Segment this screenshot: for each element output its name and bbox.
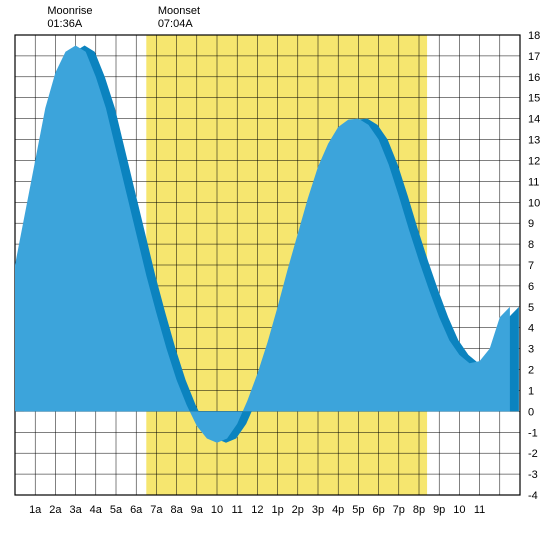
svg-text:1a: 1a	[29, 504, 42, 516]
svg-text:5a: 5a	[110, 504, 123, 516]
svg-text:0: 0	[528, 406, 534, 418]
moonset-label: Moonset	[158, 5, 200, 17]
svg-text:9a: 9a	[191, 504, 204, 516]
svg-text:12: 12	[528, 155, 540, 167]
svg-text:3a: 3a	[69, 504, 82, 516]
svg-text:5p: 5p	[352, 504, 364, 516]
svg-text:3p: 3p	[312, 504, 324, 516]
svg-text:2p: 2p	[292, 504, 304, 516]
chart-svg: 1817161514131211109876543210-1-2-3-41a2a…	[0, 0, 550, 550]
svg-text:6: 6	[528, 281, 534, 293]
svg-text:6p: 6p	[372, 504, 384, 516]
svg-text:8a: 8a	[170, 504, 183, 516]
svg-text:9p: 9p	[433, 504, 445, 516]
svg-text:18: 18	[528, 30, 540, 42]
svg-text:5: 5	[528, 302, 534, 314]
svg-text:7a: 7a	[150, 504, 163, 516]
moonrise-label: Moonrise	[47, 5, 92, 17]
svg-text:10: 10	[453, 504, 465, 516]
svg-text:7: 7	[528, 260, 534, 272]
svg-text:-4: -4	[528, 490, 538, 502]
svg-text:6a: 6a	[130, 504, 143, 516]
x-axis-ticks: 1a 2a 3a 4a 5a 6a 7a 8a 9a 10 11 12 1p 2p 3p 4p 5p 6p 7p 8p…	[29, 504, 485, 516]
svg-text:8: 8	[528, 239, 534, 251]
svg-text:-3: -3	[528, 469, 538, 481]
svg-text:13: 13	[528, 135, 540, 147]
svg-text:2a: 2a	[49, 504, 62, 516]
svg-text:10: 10	[211, 504, 223, 516]
svg-text:17: 17	[528, 51, 540, 63]
svg-text:4a: 4a	[90, 504, 103, 516]
tide-chart: 1817161514131211109876543210-1-2-3-41a2a…	[0, 0, 550, 550]
svg-text:7p: 7p	[393, 504, 405, 516]
svg-text:8p: 8p	[413, 504, 425, 516]
svg-text:4p: 4p	[332, 504, 344, 516]
svg-text:-1: -1	[528, 427, 538, 439]
svg-text:-2: -2	[528, 448, 538, 460]
svg-text:11: 11	[474, 504, 485, 516]
svg-text:16: 16	[528, 72, 540, 84]
moonrise-time: 01:36A	[47, 18, 83, 30]
svg-text:3: 3	[528, 344, 534, 356]
svg-text:12: 12	[251, 504, 263, 516]
svg-text:15: 15	[528, 93, 540, 105]
svg-text:4: 4	[528, 323, 534, 335]
svg-text:11: 11	[231, 504, 242, 516]
svg-text:10: 10	[528, 197, 540, 209]
svg-text:11: 11	[528, 176, 539, 188]
moonset-time: 07:04A	[158, 18, 194, 30]
svg-text:1p: 1p	[271, 504, 283, 516]
svg-text:1: 1	[528, 385, 534, 397]
svg-text:14: 14	[528, 114, 540, 126]
svg-text:9: 9	[528, 218, 534, 230]
svg-text:2: 2	[528, 365, 534, 377]
